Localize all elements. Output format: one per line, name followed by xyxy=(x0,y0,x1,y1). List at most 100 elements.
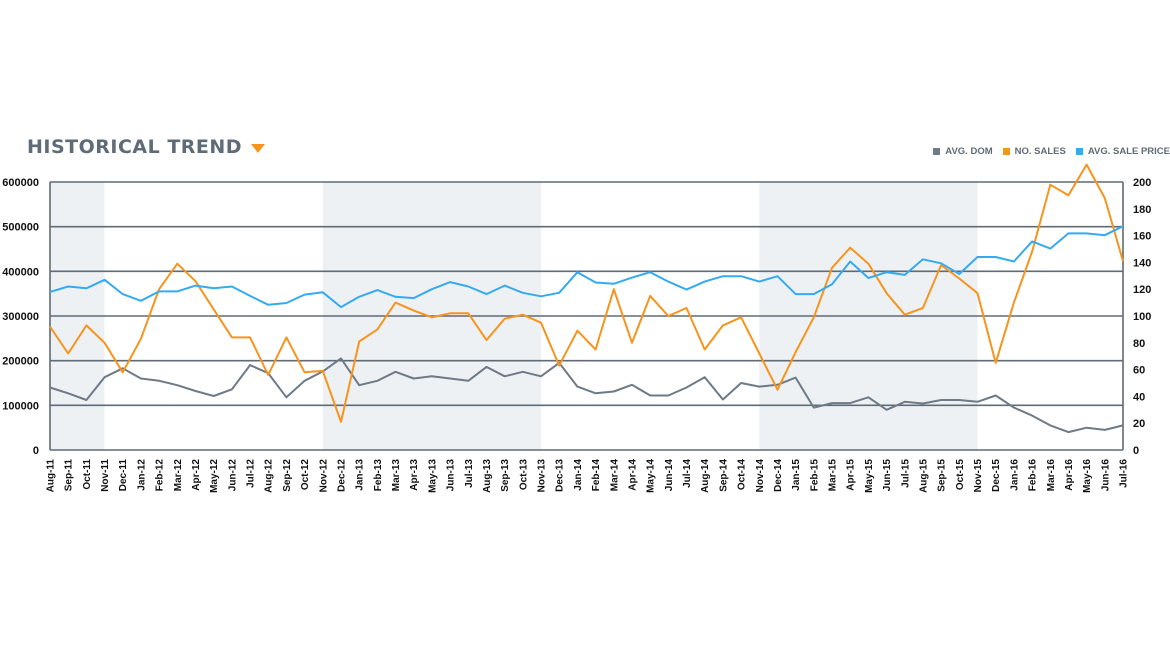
x-tick-label: Dec-15 xyxy=(991,459,1002,492)
x-tick-label: Jan-14 xyxy=(573,459,584,491)
legend-item-dom: AVG. DOM xyxy=(933,146,993,157)
x-tick-label: Jul-15 xyxy=(900,459,911,488)
x-tick-label: Nov-14 xyxy=(755,459,766,493)
y-right-tick-label: 60 xyxy=(1133,365,1145,377)
y-left-tick-label: 0 xyxy=(33,445,39,457)
x-tick-label: Mar-15 xyxy=(828,459,839,492)
x-tick-label: Nov-12 xyxy=(318,459,329,493)
x-tick-label: Oct-15 xyxy=(955,459,966,491)
legend-item-sales: NO. SALES xyxy=(1002,146,1066,157)
x-tick-label: Jan-12 xyxy=(136,459,147,491)
y-right-tick-label: 180 xyxy=(1133,204,1151,216)
x-tick-label: May-12 xyxy=(209,459,220,493)
x-tick-label: Jun-14 xyxy=(664,459,675,492)
x-tick-label: Oct-12 xyxy=(300,459,311,491)
x-tick-label: Dec-12 xyxy=(336,459,347,492)
x-tick-label: Feb-12 xyxy=(155,459,166,492)
x-tick-label: Apr-15 xyxy=(846,459,857,491)
x-axis: Aug-11 Sep-11 Oct-11 Nov-11 Dec-11 Jan-12 Feb-… xyxy=(46,459,1130,493)
x-tick-label: Sep-15 xyxy=(937,459,948,492)
y-right-tick-label: 40 xyxy=(1133,391,1145,403)
y-right-tick-label: 200 xyxy=(1133,177,1151,189)
title-row: HISTORICAL TREND xyxy=(27,136,266,158)
y-left-tick-label: 400000 xyxy=(2,266,39,278)
x-tick-label: Jun-13 xyxy=(446,459,457,492)
y-right-tick-label: 100 xyxy=(1133,311,1151,323)
x-tick-label: Apr-12 xyxy=(191,459,202,491)
x-tick-label: Jan-13 xyxy=(355,459,366,491)
x-tick-label: Jul-14 xyxy=(682,459,693,488)
legend-swatch-price xyxy=(1075,148,1083,155)
x-tick-label: Oct-14 xyxy=(737,459,748,491)
x-tick-label: Nov-11 xyxy=(100,459,111,492)
x-tick-label: Sep-13 xyxy=(500,459,511,492)
x-tick-label: Feb-16 xyxy=(1028,459,1039,492)
y-right-tick-label: 160 xyxy=(1133,231,1151,243)
x-tick-label: Oct-13 xyxy=(518,459,529,491)
legend: AVG. DOM NO. SALES AVG. SALE PRICE xyxy=(923,146,1170,157)
x-tick-label: Jul-13 xyxy=(464,459,475,488)
x-tick-label: Aug-12 xyxy=(264,459,275,493)
dropdown-triangle-icon[interactable] xyxy=(251,143,266,153)
x-tick-label: Apr-13 xyxy=(409,459,420,491)
x-tick-label: May-13 xyxy=(427,459,438,493)
series-lines xyxy=(49,163,1124,434)
x-tick-label: Jun-12 xyxy=(227,459,238,492)
series-line-no-sales xyxy=(49,163,1124,423)
x-tick-label: Sep-12 xyxy=(282,459,293,492)
x-tick-label: Mar-14 xyxy=(609,459,620,492)
y-right-tick-label: 80 xyxy=(1133,338,1145,350)
x-tick-label: Aug-14 xyxy=(700,459,711,493)
x-tick-label: Oct-11 xyxy=(82,459,93,490)
x-tick-label: Aug-13 xyxy=(482,459,493,493)
y-left-tick-label: 200000 xyxy=(2,356,39,368)
x-tick-label: Dec-13 xyxy=(555,459,566,492)
x-tick-label: Aug-15 xyxy=(918,459,929,493)
x-tick-label: Jan-15 xyxy=(791,459,802,491)
y-left-tick-label: 300000 xyxy=(2,311,39,323)
x-tick-label: Nov-13 xyxy=(537,459,548,493)
y-right-tick-label: 120 xyxy=(1133,284,1151,296)
y-right-tick-label: 20 xyxy=(1133,418,1145,430)
legend-label-sales: NO. SALES xyxy=(1014,146,1066,157)
x-tick-label: Feb-13 xyxy=(373,459,384,492)
legend-swatch-dom xyxy=(933,148,941,155)
legend-label-price: AVG. SALE PRICE xyxy=(1087,146,1170,157)
y-right-tick-label: 140 xyxy=(1133,257,1151,269)
x-tick-label: May-15 xyxy=(864,459,875,493)
y-axis-right: 0 20 40 60 80 100 120 140 160 180 200 xyxy=(1133,177,1151,457)
y-right-tick-label: 0 xyxy=(1133,445,1139,457)
x-tick-label: Sep-11 xyxy=(64,459,75,492)
legend-swatch-sales xyxy=(1002,148,1010,155)
y-left-tick-label: 100000 xyxy=(2,400,39,412)
y-axis-left: 0 100000 200000 300000 400000 500000 600000 xyxy=(2,177,39,457)
x-tick-label: May-14 xyxy=(646,459,657,493)
x-tick-label: Jul-16 xyxy=(1119,459,1130,488)
x-tick-label: Sep-14 xyxy=(718,459,729,492)
y-left-tick-label: 600000 xyxy=(2,177,39,189)
x-tick-label: Jul-12 xyxy=(246,459,257,488)
y-left-tick-label: 500000 xyxy=(2,222,39,234)
series-line-avg-sale-price xyxy=(49,225,1124,309)
x-tick-label: Mar-12 xyxy=(173,459,184,492)
x-tick-label: Dec-14 xyxy=(773,459,784,492)
x-tick-label: Jun-15 xyxy=(882,459,893,492)
x-tick-label: Dec-11 xyxy=(118,459,129,492)
x-tick-label: Feb-14 xyxy=(591,459,602,492)
x-tick-label: Apr-16 xyxy=(1064,459,1075,491)
x-tick-label: Mar-16 xyxy=(1046,459,1057,492)
x-tick-label: Nov-15 xyxy=(973,459,984,493)
grid-lines xyxy=(49,181,1124,451)
page-title: HISTORICAL TREND xyxy=(27,136,243,158)
x-tick-label: Jan-16 xyxy=(1009,459,1020,491)
x-tick-label: Aug-11 xyxy=(46,459,57,493)
x-tick-label: Jun-16 xyxy=(1100,459,1111,492)
legend-item-price: AVG. SALE PRICE xyxy=(1075,146,1170,157)
x-tick-label: Mar-13 xyxy=(391,459,402,492)
series-line-avg-dom xyxy=(49,357,1124,434)
x-tick-label: May-16 xyxy=(1082,459,1093,493)
legend-label-dom: AVG. DOM xyxy=(945,146,993,157)
x-tick-label: Feb-15 xyxy=(809,459,820,492)
x-tick-label: Apr-14 xyxy=(627,459,638,491)
